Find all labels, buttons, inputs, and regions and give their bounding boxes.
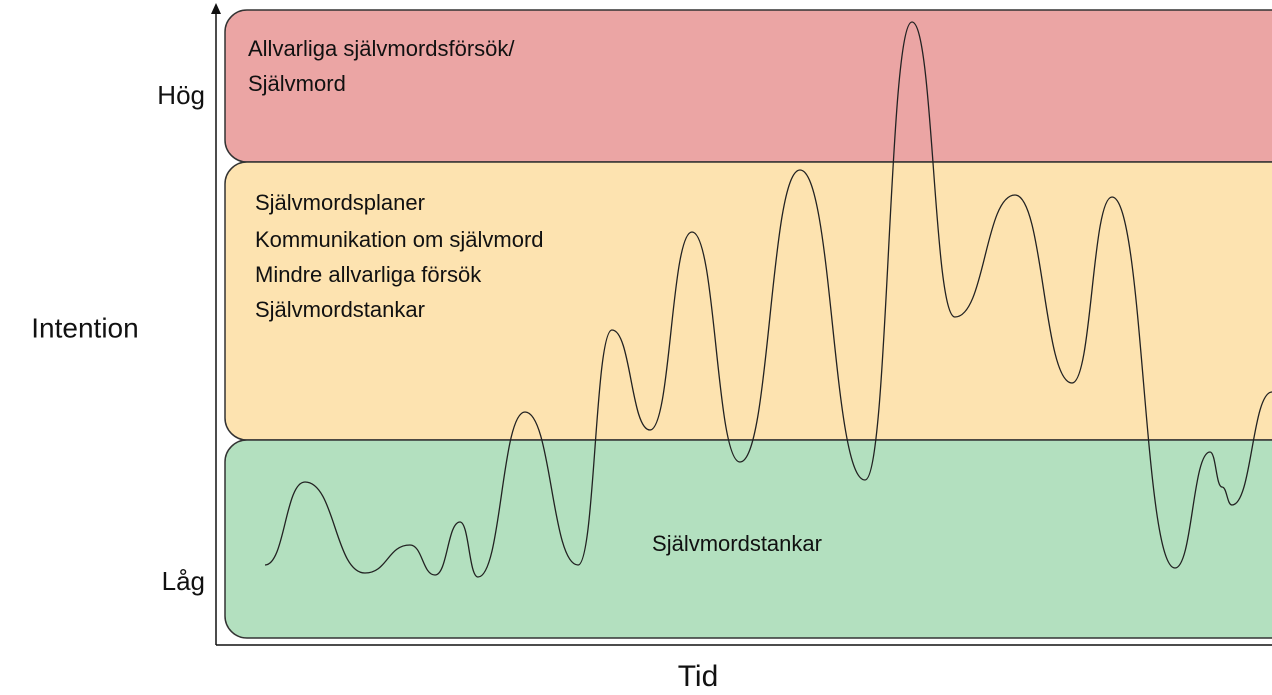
high-zone <box>224 9 1272 163</box>
y-low-label: Låg <box>162 566 205 596</box>
zone-text: Självmordstankar <box>255 297 425 322</box>
zone-text: Självmordstankar <box>652 531 822 556</box>
y-axis-label: Intention <box>31 312 138 343</box>
x-axis-label: Tid <box>678 660 719 693</box>
y-axis-arrow <box>211 3 221 14</box>
zone-text: Självmordsplaner <box>255 190 425 215</box>
intention-curve <box>264 21 1272 578</box>
zone-text: Självmord <box>248 71 346 96</box>
zone-text: Kommunikation om självmord <box>255 227 544 252</box>
zone-text: Allvarliga självmordsförsök/ <box>248 36 515 61</box>
low-zone <box>224 439 1272 639</box>
zone-text: Mindre allvarliga försök <box>255 262 482 287</box>
y-high-label: Hög <box>157 80 205 110</box>
